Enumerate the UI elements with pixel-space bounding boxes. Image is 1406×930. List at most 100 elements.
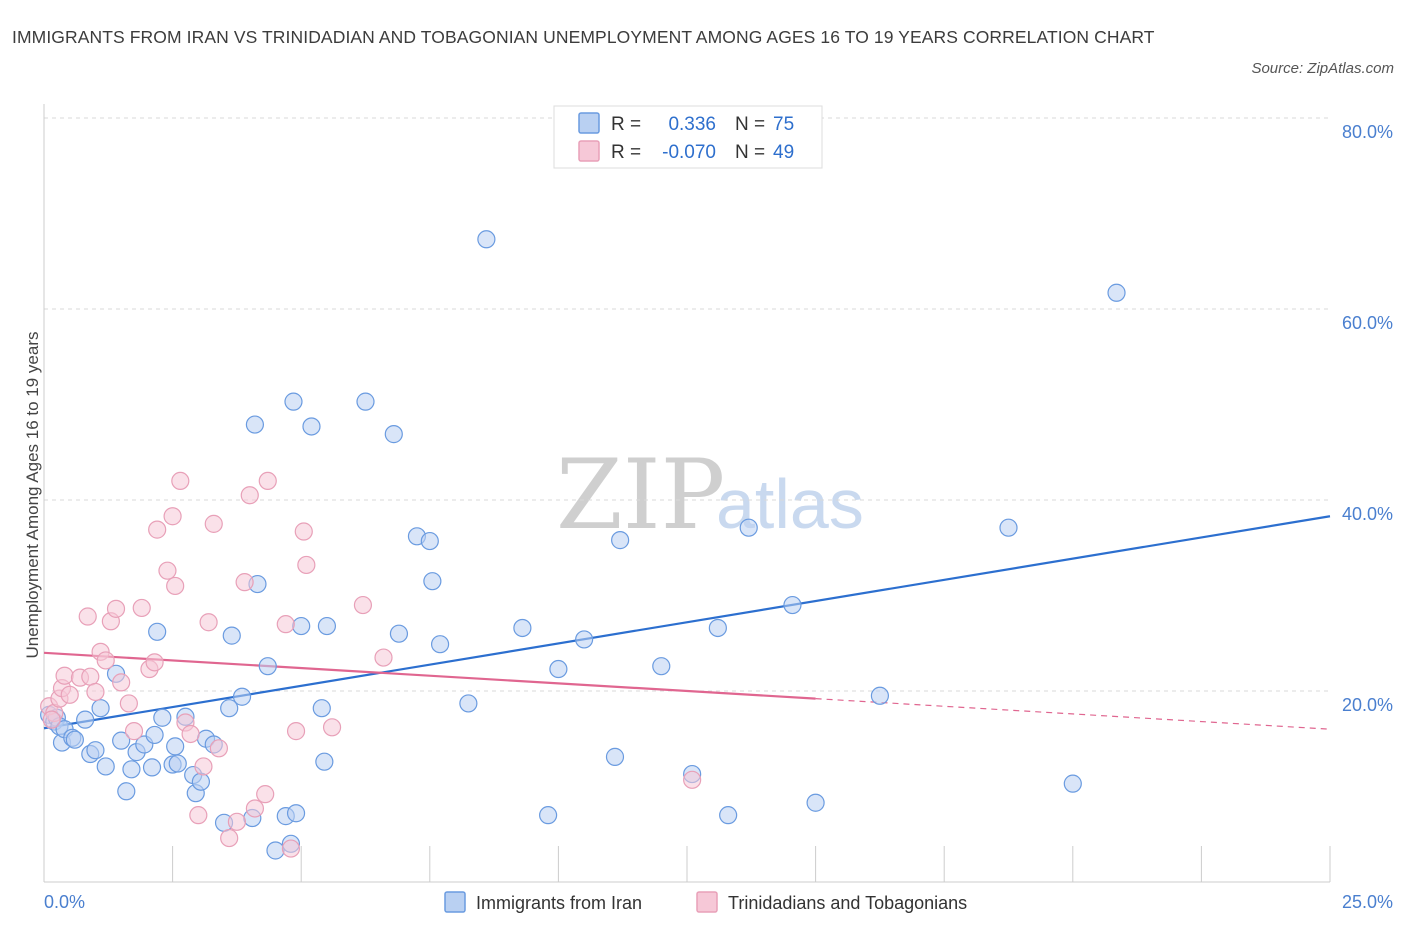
- trinidad-point: [81, 667, 100, 686]
- iran-point: [292, 616, 311, 636]
- y-tick-label: 20.0%: [1342, 695, 1393, 715]
- legend-n-label-2: N =: [735, 142, 765, 163]
- legend-swatch-blue: [578, 112, 600, 134]
- trinidad-point: [60, 685, 79, 704]
- iran-point: [96, 757, 115, 776]
- iran-point: [605, 747, 625, 766]
- watermark-zip: ZIP: [556, 439, 725, 551]
- iran-point: [575, 630, 594, 649]
- iran-point: [356, 392, 375, 411]
- iran-point: [91, 699, 110, 718]
- iran-point: [220, 699, 239, 718]
- data-points: [40, 230, 1126, 860]
- legend-bottom: Immigrants from Iran Trinidadians and To…: [444, 891, 967, 913]
- iran-point: [739, 518, 758, 537]
- axes: [43, 104, 1331, 883]
- iran-point: [708, 618, 727, 638]
- iran-point: [430, 635, 450, 654]
- iran-point: [384, 425, 403, 444]
- grid: [44, 117, 1330, 692]
- trinidad-point: [78, 607, 97, 626]
- iran-point: [266, 841, 285, 860]
- legend-top: R = 0.336 N = 75 R = -0.070 N = 49: [553, 105, 823, 169]
- trinidad-point: [204, 514, 223, 533]
- iran-point: [191, 772, 210, 791]
- bottom-legend-label-trinidad: Trinidadians and Tobagonians: [728, 893, 967, 913]
- iran-point: [317, 616, 337, 636]
- trinidad-point: [106, 599, 126, 618]
- trinidad-point: [220, 828, 239, 848]
- trinidad-point: [256, 785, 275, 804]
- iran-point: [258, 657, 277, 676]
- y-tick-label: 60.0%: [1342, 313, 1393, 333]
- iran-point: [142, 758, 162, 777]
- trinidad-point: [194, 757, 213, 776]
- trinidad-point: [171, 471, 190, 490]
- iran-point: [166, 737, 185, 756]
- iran-point: [611, 531, 630, 550]
- legend-n-value-2: 49: [773, 142, 794, 163]
- iran-point: [65, 730, 84, 749]
- iran-point: [312, 699, 331, 718]
- tick-labels: 20.0% 40.0% 60.0% 80.0% 0.0% 25.0%: [44, 122, 1393, 912]
- trinidad-point: [683, 770, 702, 789]
- iran-point: [539, 806, 558, 825]
- trinidad-point: [124, 722, 144, 741]
- trinidad-point: [42, 710, 61, 729]
- iran-point: [999, 518, 1018, 537]
- legend-n-value-1: 75: [773, 114, 794, 135]
- trinidad-point: [158, 561, 177, 580]
- x-tick-label: 0.0%: [44, 892, 85, 912]
- iran-point: [284, 392, 303, 411]
- trinidad-point: [286, 722, 306, 741]
- iran-point: [122, 760, 141, 779]
- iran-point: [870, 686, 890, 705]
- iran-point: [315, 752, 334, 771]
- trinidad-point: [55, 666, 74, 685]
- iran-point: [420, 531, 439, 551]
- iran-point: [783, 595, 802, 615]
- y-axis-label: Unemployment Among Ages 16 to 19 years: [23, 332, 42, 659]
- trinidad-point: [96, 651, 115, 670]
- chart-title: IMMIGRANTS FROM IRAN VS TRINIDADIAN AND …: [12, 27, 1155, 47]
- iran-point: [652, 657, 671, 676]
- y-tick-label: 40.0%: [1342, 504, 1393, 524]
- iran-trend-line: [43, 515, 1331, 730]
- legend-r-value-1: 0.336: [668, 114, 716, 135]
- trinidad-point: [209, 739, 228, 758]
- trinidad-point: [112, 673, 131, 692]
- iran-point: [423, 572, 442, 591]
- iran-point: [148, 622, 167, 641]
- bottom-legend-swatch-blue: [444, 891, 466, 913]
- iran-point: [806, 793, 825, 812]
- iran-point: [168, 754, 187, 773]
- iran-point: [549, 659, 568, 679]
- iran-point: [245, 415, 265, 434]
- trinidad-point: [119, 694, 138, 713]
- iran-point: [232, 687, 252, 706]
- iran-point: [302, 417, 321, 436]
- trinidad-point: [322, 718, 342, 737]
- iran-point: [222, 626, 241, 645]
- watermark-atlas: atlas: [716, 465, 864, 543]
- trinidad-point: [240, 486, 259, 505]
- trinidad-point: [281, 839, 301, 858]
- iran-point: [286, 804, 306, 823]
- bottom-legend-label-iran: Immigrants from Iran: [476, 893, 642, 913]
- legend-r-label-1: R =: [611, 114, 641, 135]
- iran-point: [389, 624, 409, 643]
- trinidad-point: [258, 471, 277, 490]
- iran-point: [1107, 283, 1126, 302]
- y-tick-label: 80.0%: [1342, 122, 1393, 142]
- source-credit: Source: ZipAtlas.com: [1251, 60, 1394, 77]
- trinidad-point: [294, 522, 313, 541]
- trinidad-point: [132, 598, 151, 618]
- trinidad-point: [148, 520, 167, 539]
- trinidad-point: [374, 648, 393, 667]
- iran-point: [459, 694, 478, 713]
- trinidad-point: [227, 812, 246, 831]
- iran-point: [117, 782, 136, 801]
- trinidad-point: [245, 799, 265, 818]
- trinidad-point: [235, 573, 254, 592]
- iran-point: [86, 741, 105, 760]
